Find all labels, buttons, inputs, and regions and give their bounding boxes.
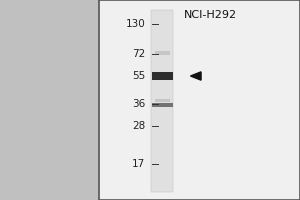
Text: 28: 28 — [132, 121, 146, 131]
Text: 17: 17 — [132, 159, 146, 169]
FancyBboxPatch shape — [152, 103, 172, 107]
FancyBboxPatch shape — [154, 99, 169, 102]
FancyBboxPatch shape — [99, 0, 300, 200]
Polygon shape — [190, 72, 201, 80]
FancyBboxPatch shape — [151, 10, 173, 192]
FancyBboxPatch shape — [152, 72, 172, 79]
Text: NCI-H292: NCI-H292 — [183, 10, 237, 20]
Text: 55: 55 — [132, 71, 146, 81]
Text: 130: 130 — [126, 19, 146, 29]
Text: 36: 36 — [132, 99, 146, 109]
Text: 72: 72 — [132, 49, 146, 59]
FancyBboxPatch shape — [154, 51, 169, 55]
